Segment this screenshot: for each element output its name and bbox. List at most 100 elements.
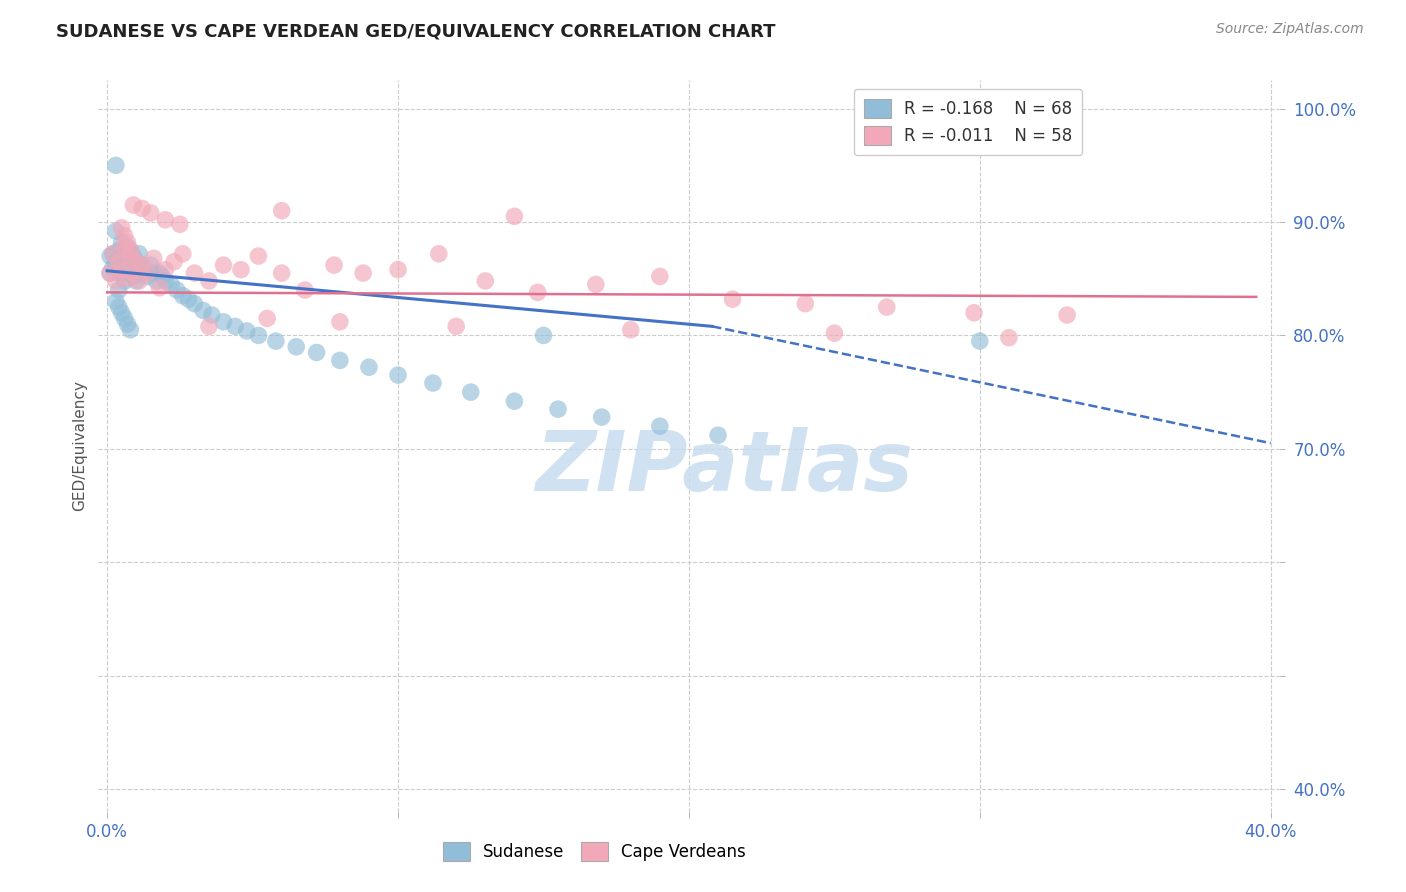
Point xyxy=(270,266,292,280)
Point xyxy=(120,244,142,258)
Point xyxy=(198,319,221,334)
Point xyxy=(104,274,127,288)
Point xyxy=(128,265,150,279)
Point xyxy=(305,345,328,359)
Point xyxy=(648,269,671,284)
Point xyxy=(998,331,1021,345)
Point xyxy=(98,249,121,263)
Text: SUDANESE VS CAPE VERDEAN GED/EQUIVALENCY CORRELATION CHART: SUDANESE VS CAPE VERDEAN GED/EQUIVALENCY… xyxy=(56,22,776,40)
Point xyxy=(120,249,142,263)
Point xyxy=(117,235,139,250)
Point xyxy=(620,323,643,337)
Point xyxy=(794,296,817,310)
Point xyxy=(107,300,129,314)
Point xyxy=(131,202,153,216)
Point xyxy=(201,308,224,322)
Point xyxy=(247,328,270,343)
Point xyxy=(198,274,221,288)
Point xyxy=(169,217,191,231)
Point xyxy=(591,410,613,425)
Point xyxy=(357,360,380,375)
Point xyxy=(160,277,183,292)
Text: ZIPatlas: ZIPatlas xyxy=(536,427,914,508)
Point xyxy=(172,289,194,303)
Point xyxy=(172,247,194,261)
Point xyxy=(526,285,548,300)
Point xyxy=(142,252,165,266)
Point xyxy=(329,353,352,368)
Point xyxy=(104,158,127,172)
Point xyxy=(122,198,145,212)
Point xyxy=(533,328,555,343)
Point xyxy=(460,385,482,400)
Point xyxy=(166,283,188,297)
Point xyxy=(131,258,153,272)
Point xyxy=(114,311,136,326)
Point xyxy=(323,258,346,272)
Point xyxy=(155,262,177,277)
Point xyxy=(547,402,569,417)
Point xyxy=(114,274,136,288)
Point xyxy=(101,247,124,261)
Point xyxy=(285,340,308,354)
Point xyxy=(503,394,526,409)
Point xyxy=(270,203,292,218)
Point xyxy=(117,317,139,331)
Point xyxy=(111,306,134,320)
Point xyxy=(163,254,186,268)
Point xyxy=(247,249,270,263)
Point xyxy=(224,319,246,334)
Point xyxy=(329,315,352,329)
Point xyxy=(111,266,134,280)
Point xyxy=(107,244,129,258)
Point xyxy=(128,247,150,261)
Point xyxy=(98,266,121,280)
Point xyxy=(427,247,450,261)
Point xyxy=(134,262,156,277)
Point xyxy=(155,274,177,288)
Point xyxy=(387,368,409,383)
Point xyxy=(120,244,142,258)
Point xyxy=(114,240,136,254)
Point xyxy=(122,249,145,263)
Point xyxy=(444,319,467,334)
Text: Source: ZipAtlas.com: Source: ZipAtlas.com xyxy=(1216,22,1364,37)
Point xyxy=(122,266,145,280)
Point xyxy=(142,266,165,280)
Point xyxy=(474,274,496,288)
Y-axis label: GED/Equivalency: GED/Equivalency xyxy=(72,381,87,511)
Point xyxy=(212,258,235,272)
Point xyxy=(256,311,278,326)
Point xyxy=(111,235,134,250)
Point xyxy=(139,258,162,272)
Point xyxy=(823,326,845,341)
Point xyxy=(120,266,142,280)
Point xyxy=(503,210,526,224)
Point xyxy=(264,334,287,348)
Point xyxy=(117,240,139,254)
Point xyxy=(107,254,129,268)
Point xyxy=(152,269,174,284)
Point xyxy=(128,274,150,288)
Point xyxy=(107,266,129,280)
Point xyxy=(876,300,898,314)
Point xyxy=(294,283,316,297)
Point xyxy=(352,266,374,280)
Point xyxy=(125,254,148,268)
Point xyxy=(148,266,170,280)
Point xyxy=(111,252,134,266)
Point xyxy=(104,224,127,238)
Point xyxy=(117,271,139,285)
Point xyxy=(585,277,607,292)
Point xyxy=(111,262,134,277)
Point xyxy=(707,428,730,442)
Point xyxy=(131,258,153,272)
Point xyxy=(969,334,991,348)
Point xyxy=(107,283,129,297)
Point xyxy=(114,228,136,243)
Point xyxy=(183,296,205,310)
Point xyxy=(120,323,142,337)
Point xyxy=(114,258,136,272)
Point xyxy=(229,262,252,277)
Point xyxy=(101,260,124,275)
